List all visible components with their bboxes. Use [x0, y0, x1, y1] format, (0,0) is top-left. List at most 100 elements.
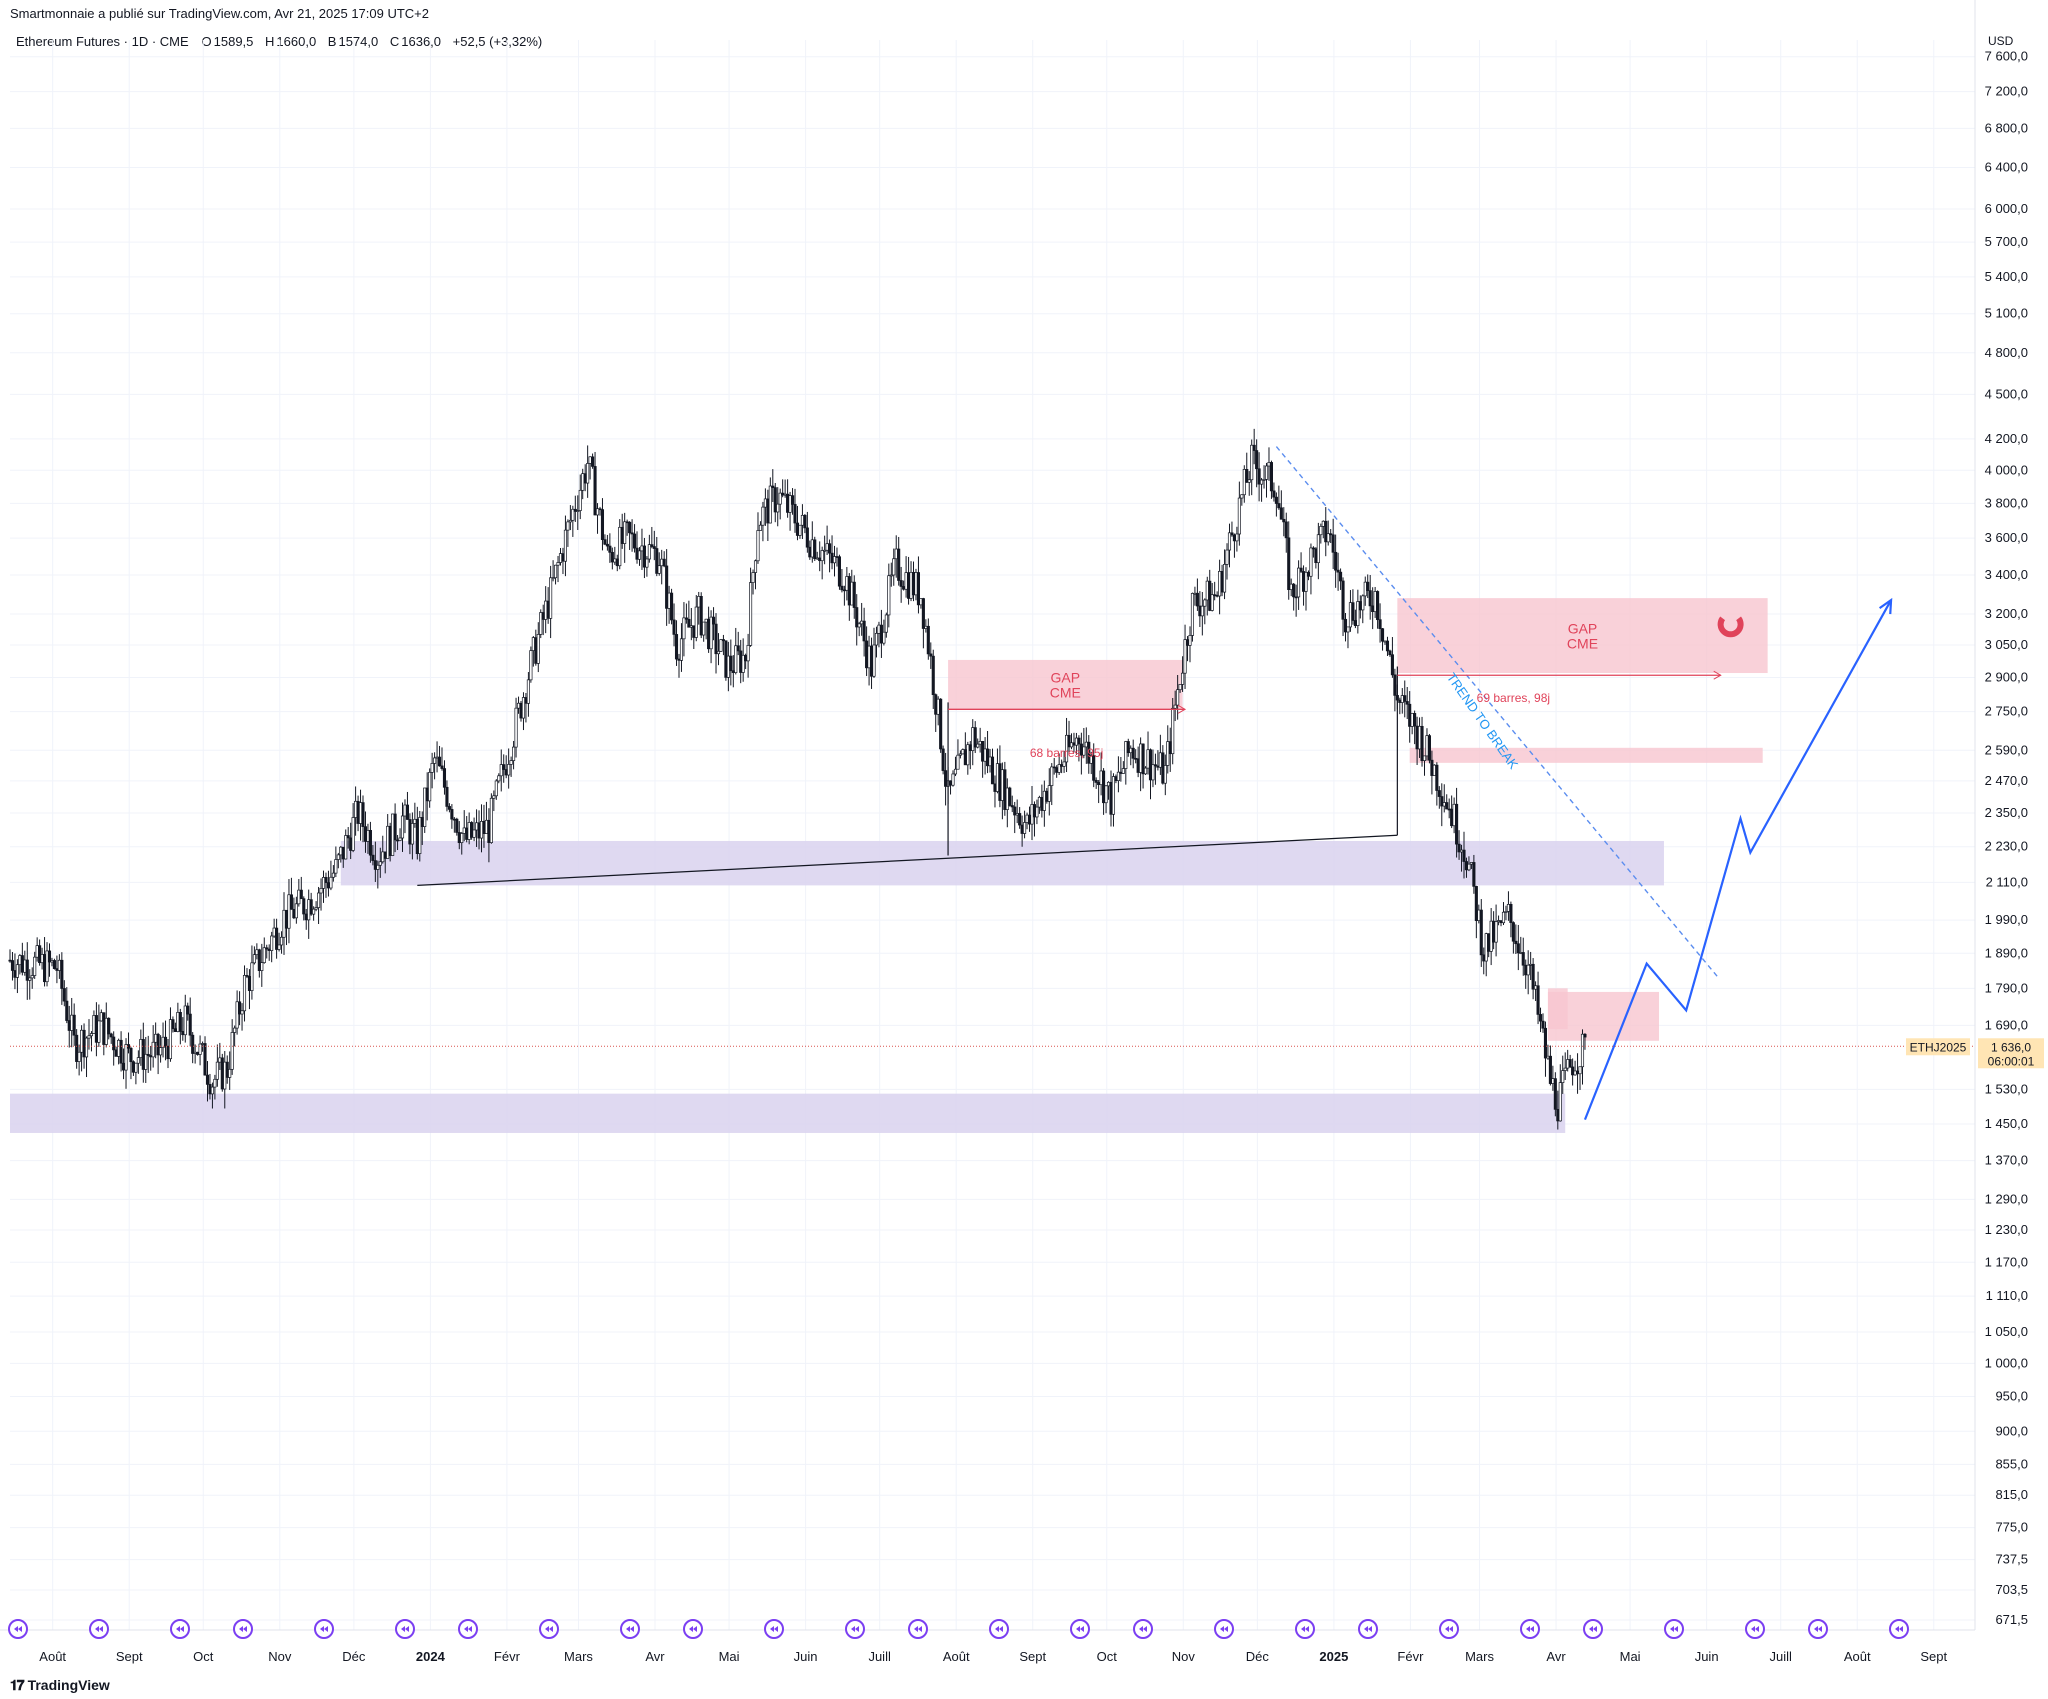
x-tick-label: Août: [39, 1649, 66, 1664]
candle-body: [1183, 639, 1187, 674]
candle-body: [840, 585, 844, 591]
x-tick-label: Nov: [268, 1649, 292, 1664]
candle-body: [346, 835, 350, 839]
candle-body: [640, 545, 644, 552]
event-arrow-icon: [1814, 1626, 1822, 1632]
x-tick-label: Nov: [1172, 1649, 1196, 1664]
candle-body: [1198, 605, 1202, 617]
candle-body: [605, 543, 609, 547]
candle-body: [1178, 684, 1182, 691]
candle-body: [1171, 707, 1175, 755]
candle-body: [741, 654, 745, 673]
candle-body: [1373, 591, 1377, 613]
low-value: 1574,0: [338, 34, 379, 49]
tradingview-brand[interactable]: 𝟏𝟕 TradingView: [10, 1677, 110, 1694]
candle-body: [1509, 904, 1513, 923]
candle-body: [1279, 507, 1283, 520]
candle-body: [874, 632, 879, 646]
candle-body: [391, 813, 395, 856]
candle-body: [756, 530, 760, 562]
symbol-tag: [1906, 1038, 1970, 1056]
y-tick-label: 1 230,0: [1985, 1222, 2028, 1237]
candle-body: [1346, 626, 1350, 633]
y-tick-label: 1 990,0: [1985, 912, 2028, 927]
y-tick-label: 950,0: [1995, 1388, 2028, 1403]
candle-body: [1393, 674, 1397, 696]
x-tick-label: Avr: [1546, 1649, 1566, 1664]
candle-body: [1462, 849, 1466, 862]
candle-body: [1082, 746, 1086, 756]
candle-body: [751, 572, 755, 583]
event-arrow-icon: [1895, 1626, 1903, 1632]
candle-body: [1062, 761, 1066, 767]
candle-body: [554, 564, 558, 579]
candle-body: [665, 565, 669, 609]
candle-body: [647, 544, 651, 560]
candle-body: [89, 1033, 94, 1037]
candle-body: [1316, 534, 1320, 564]
candle-body: [837, 556, 841, 587]
candle-body: [1188, 635, 1192, 646]
candle-body: [919, 598, 923, 606]
candle-body: [909, 571, 913, 599]
candle-body: [70, 1014, 74, 1031]
candle-body: [931, 655, 935, 696]
candle-body: [299, 889, 303, 900]
y-tick-label: 3 200,0: [1985, 606, 2028, 621]
candle-body: [1297, 567, 1301, 598]
candle-body: [924, 625, 928, 629]
candle-body: [674, 634, 679, 660]
candle-body: [633, 533, 637, 549]
candle-body: [578, 489, 582, 511]
candle-body: [1398, 699, 1402, 703]
x-axis: Août Sept Oct Nov Déc 2024 Févr Mars Avr Mai Juin J…: [0, 1619, 1975, 1664]
candle-body: [998, 763, 1002, 801]
candle-body: [57, 959, 61, 971]
candle-body: [1094, 779, 1098, 783]
candle-body: [1573, 1070, 1577, 1076]
candle-body: [1222, 564, 1227, 593]
chart-grid: [10, 40, 1975, 1630]
candle-body: [363, 826, 368, 842]
candle-body: [1121, 768, 1125, 774]
event-arrow-icon: [464, 1626, 472, 1632]
candle-body: [558, 553, 563, 563]
candle-body: [8, 959, 12, 962]
candle-body: [744, 654, 748, 662]
high-value: 1660,0: [276, 34, 317, 49]
candle-body: [1551, 1078, 1555, 1084]
candle-body: [556, 562, 560, 566]
candle-body: [642, 545, 646, 568]
candle-body: [914, 572, 918, 596]
candle-body: [662, 558, 666, 567]
candle-body: [1306, 571, 1311, 577]
candle-body: [1556, 1108, 1560, 1122]
candle-body: [534, 637, 538, 664]
candle-body: [857, 623, 861, 628]
candle-body: [215, 1061, 219, 1080]
candle-body: [455, 818, 459, 833]
candle-body: [830, 552, 834, 564]
candle-body: [613, 558, 617, 563]
candle-body: [623, 521, 627, 544]
candle-body: [655, 548, 659, 574]
candle-body: [894, 548, 898, 560]
candle-body: [1247, 479, 1251, 483]
candle-body: [366, 830, 370, 842]
candle-body: [84, 1037, 89, 1058]
candle-body: [1339, 571, 1343, 582]
currency-label[interactable]: USD: [1988, 34, 2014, 48]
symbol-title[interactable]: Ethereum Futures · 1D · CME: [16, 34, 189, 49]
candle-body: [235, 1001, 239, 1029]
candle-body: [591, 456, 595, 467]
candle-body: [1292, 583, 1296, 598]
range-label: 69 barres, 98j: [1477, 691, 1550, 705]
candle-body: [265, 947, 269, 950]
candle-body: [1524, 964, 1528, 976]
candle-body: [472, 829, 476, 838]
candle-body: [252, 954, 256, 964]
candle-body: [1245, 469, 1249, 483]
last-price-tag: ETHJ2025 1 636,006:00:01: [10, 1038, 2044, 1069]
